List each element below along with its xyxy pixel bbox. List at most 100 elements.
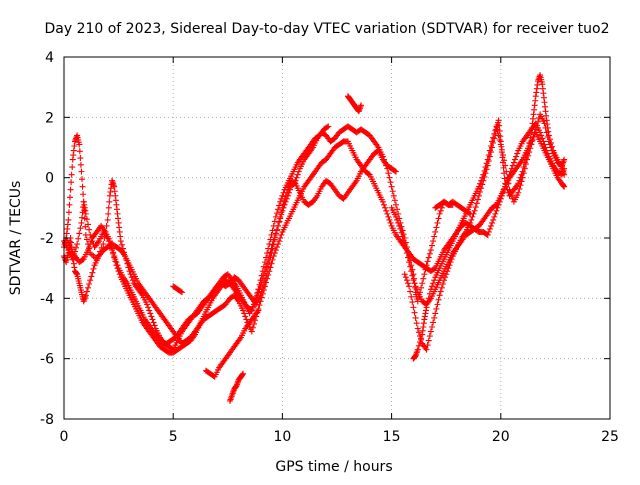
data-point bbox=[105, 210, 112, 217]
data-point bbox=[421, 271, 428, 278]
data-point bbox=[432, 228, 439, 235]
data-point bbox=[532, 126, 539, 133]
data-point bbox=[407, 288, 414, 295]
data-point bbox=[433, 305, 440, 312]
data-point bbox=[358, 102, 365, 109]
data-point bbox=[269, 227, 276, 234]
data-point bbox=[408, 268, 415, 275]
data-point bbox=[435, 215, 442, 222]
data-point bbox=[380, 201, 387, 208]
data-point bbox=[487, 222, 494, 229]
data-point bbox=[80, 191, 87, 198]
y-tick-labels: -8 -6 -4 -2 0 2 4 bbox=[40, 50, 54, 428]
data-point bbox=[436, 210, 443, 217]
data-point bbox=[128, 274, 135, 281]
data-point bbox=[74, 241, 81, 248]
data-point bbox=[240, 307, 247, 314]
data-point bbox=[501, 157, 508, 164]
data-point bbox=[259, 268, 266, 275]
data-point bbox=[280, 201, 287, 208]
data-point bbox=[431, 233, 438, 240]
x-tick-label: 15 bbox=[383, 429, 401, 445]
data-point bbox=[256, 302, 263, 309]
data-point bbox=[78, 168, 85, 175]
data-point bbox=[489, 219, 496, 226]
data-point bbox=[385, 170, 392, 177]
data-point bbox=[110, 249, 117, 256]
data-point bbox=[494, 127, 501, 134]
data-point bbox=[273, 244, 280, 251]
data-point bbox=[76, 141, 83, 148]
data-point bbox=[431, 277, 438, 284]
data-point bbox=[430, 319, 437, 326]
data-point bbox=[499, 152, 506, 159]
data-point bbox=[256, 281, 263, 288]
data-point bbox=[107, 241, 114, 248]
x-tick-label: 20 bbox=[492, 429, 510, 445]
data-point bbox=[147, 310, 154, 317]
data-point bbox=[538, 132, 545, 139]
series-track-g bbox=[410, 111, 568, 362]
data-point bbox=[267, 249, 274, 256]
data-point bbox=[509, 162, 516, 169]
data-point bbox=[255, 286, 262, 293]
data-point bbox=[427, 286, 434, 293]
data-point bbox=[65, 209, 72, 216]
data-point bbox=[506, 186, 513, 193]
data-point bbox=[271, 250, 278, 257]
data-point bbox=[87, 277, 94, 284]
y-axis-label: SDTVAR / TECUs bbox=[8, 181, 24, 296]
data-point bbox=[526, 149, 533, 156]
data-point bbox=[272, 247, 279, 254]
data-point bbox=[548, 144, 555, 151]
data-point bbox=[475, 183, 482, 190]
data-point bbox=[543, 129, 550, 136]
data-point bbox=[85, 284, 92, 291]
data-point bbox=[404, 280, 411, 287]
data-point bbox=[383, 207, 390, 214]
data-point bbox=[106, 238, 113, 245]
data-point bbox=[439, 281, 446, 288]
data-point bbox=[387, 179, 394, 186]
data-point bbox=[86, 244, 93, 251]
data-point bbox=[434, 219, 441, 226]
data-point bbox=[478, 177, 485, 184]
data-point bbox=[513, 153, 520, 160]
data-point bbox=[415, 329, 422, 336]
data-point bbox=[409, 299, 416, 306]
data-point bbox=[406, 259, 413, 266]
data-point bbox=[400, 237, 407, 244]
data-point bbox=[496, 136, 503, 143]
data-point bbox=[394, 206, 401, 213]
data-point bbox=[249, 324, 256, 331]
data-point bbox=[89, 269, 96, 276]
data-point bbox=[86, 226, 93, 233]
data-point bbox=[148, 313, 155, 320]
data-point bbox=[493, 123, 500, 130]
data-point bbox=[275, 206, 282, 213]
data-point bbox=[255, 307, 262, 314]
data-point bbox=[276, 202, 283, 209]
data-point bbox=[254, 290, 261, 297]
data-point bbox=[106, 198, 113, 205]
data-point bbox=[248, 328, 255, 335]
data-point bbox=[412, 314, 419, 321]
data-point bbox=[514, 150, 521, 157]
data-point bbox=[118, 241, 125, 248]
data-point bbox=[525, 152, 532, 159]
data-point bbox=[265, 245, 272, 252]
data-point bbox=[387, 219, 394, 226]
data-point bbox=[392, 168, 399, 175]
data-point bbox=[531, 130, 538, 137]
data-point bbox=[79, 256, 86, 263]
data-point bbox=[425, 254, 432, 261]
grid bbox=[64, 57, 610, 419]
data-point bbox=[448, 256, 455, 263]
data-point bbox=[273, 226, 280, 233]
data-point bbox=[505, 180, 512, 187]
data-point bbox=[503, 183, 510, 190]
chart-title: Day 210 of 2023, Sidereal Day-to-day VTE… bbox=[44, 21, 609, 37]
data-point bbox=[109, 245, 116, 252]
data-point bbox=[528, 141, 535, 148]
data-point bbox=[490, 134, 497, 141]
